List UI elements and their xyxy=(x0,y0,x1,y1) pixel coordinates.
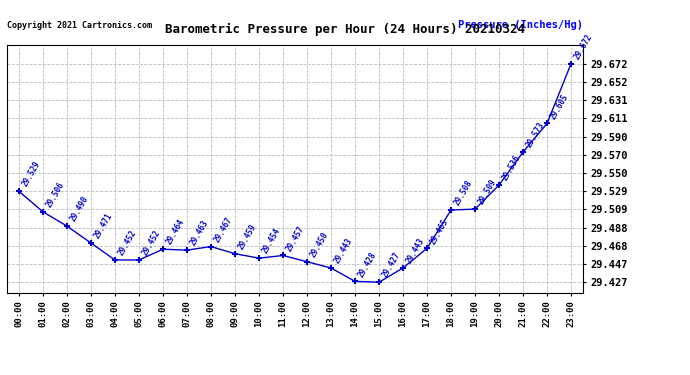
Text: 29.443: 29.443 xyxy=(333,237,354,265)
Text: 29.452: 29.452 xyxy=(117,229,138,257)
Text: 29.529: 29.529 xyxy=(20,160,42,189)
Text: 29.471: 29.471 xyxy=(92,212,114,240)
Text: 29.454: 29.454 xyxy=(260,227,282,255)
Text: 29.672: 29.672 xyxy=(573,32,594,61)
Text: 29.459: 29.459 xyxy=(237,222,258,251)
Text: 29.443: 29.443 xyxy=(404,237,426,265)
Text: 29.509: 29.509 xyxy=(476,178,498,206)
Text: 29.465: 29.465 xyxy=(428,217,450,246)
Text: 29.427: 29.427 xyxy=(380,251,402,279)
Text: 29.605: 29.605 xyxy=(549,92,570,121)
Text: 29.450: 29.450 xyxy=(308,230,330,259)
Text: 29.464: 29.464 xyxy=(164,218,186,246)
Text: Barometric Pressure per Hour (24 Hours) 20210324: Barometric Pressure per Hour (24 Hours) … xyxy=(165,22,525,36)
Text: 29.536: 29.536 xyxy=(500,154,522,182)
Text: 29.573: 29.573 xyxy=(524,121,546,149)
Text: 29.506: 29.506 xyxy=(44,180,66,209)
Text: 29.508: 29.508 xyxy=(453,179,474,207)
Text: 29.490: 29.490 xyxy=(68,195,90,223)
Text: 29.467: 29.467 xyxy=(213,215,234,244)
Text: Copyright 2021 Cartronics.com: Copyright 2021 Cartronics.com xyxy=(7,21,152,30)
Text: 29.463: 29.463 xyxy=(188,219,210,248)
Text: 29.428: 29.428 xyxy=(356,250,378,279)
Text: 29.452: 29.452 xyxy=(140,229,162,257)
Text: 29.457: 29.457 xyxy=(284,224,306,253)
Text: Pressure (Inches/Hg): Pressure (Inches/Hg) xyxy=(458,20,583,30)
